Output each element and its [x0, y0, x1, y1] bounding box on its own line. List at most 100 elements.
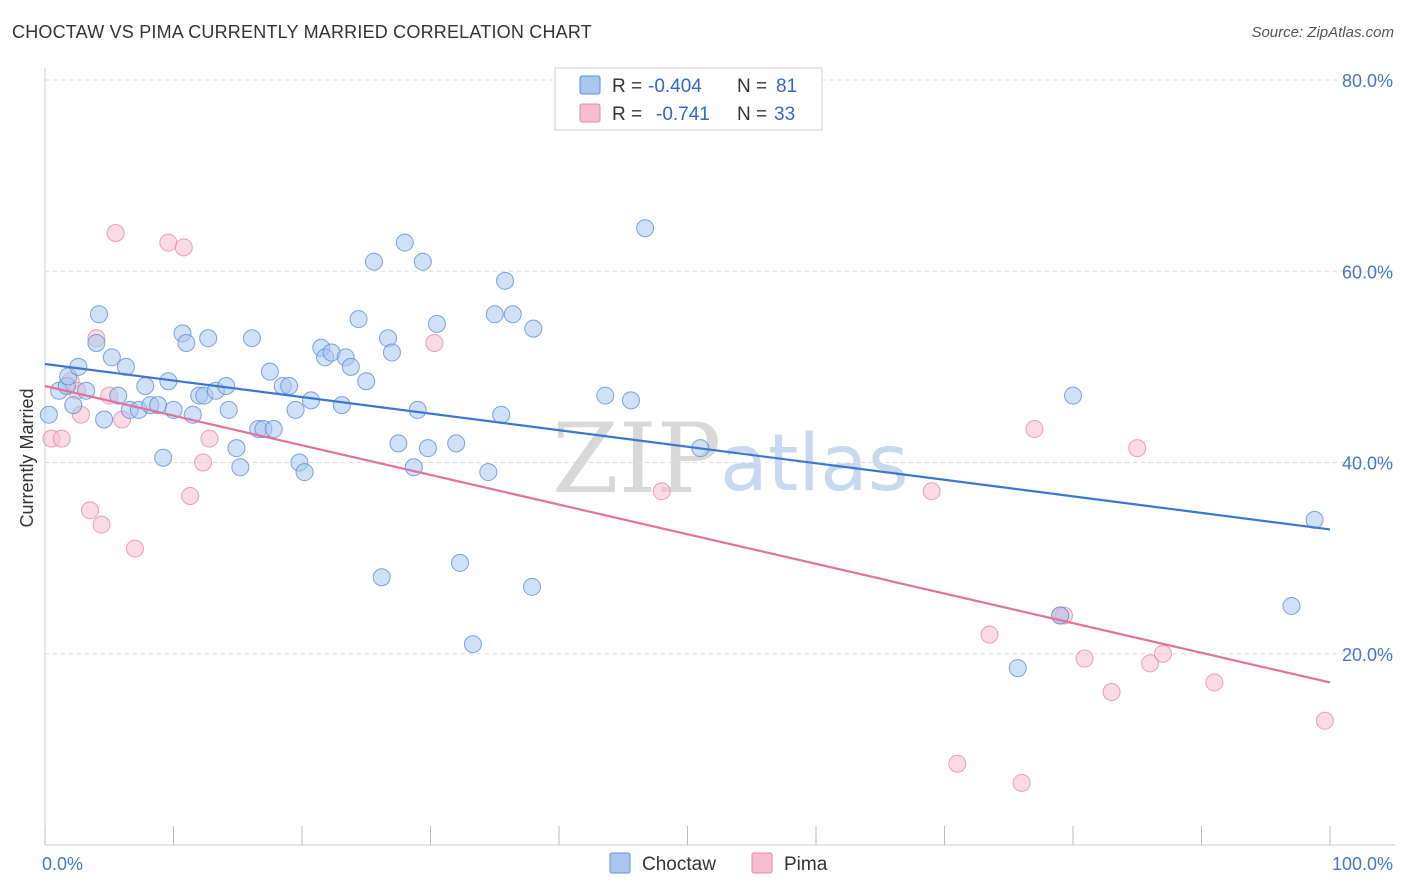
point-choctaw — [332, 396, 351, 415]
point-pima — [1012, 773, 1031, 792]
point-choctaw — [89, 305, 108, 324]
series-legend-swatch-choctaw — [609, 852, 631, 874]
axes — [44, 68, 1395, 846]
legend-r-value-pima: -0.741 — [656, 104, 710, 125]
point-choctaw — [136, 377, 155, 395]
y-tick-label: 20.0% — [1342, 645, 1393, 665]
y-tick-label: 40.0% — [1342, 454, 1393, 474]
point-pima — [194, 453, 213, 472]
point-choctaw — [227, 439, 246, 458]
point-pima — [159, 233, 178, 252]
legend-r-value-choctaw: -0.404 — [648, 76, 702, 97]
point-pima — [1128, 439, 1147, 458]
point-choctaw — [280, 377, 299, 395]
point-choctaw — [242, 329, 261, 348]
point-choctaw — [231, 458, 250, 477]
trend-line-choctaw — [44, 362, 1331, 531]
x-tick-label-min: 0.0% — [42, 854, 83, 874]
point-choctaw — [408, 400, 427, 419]
source-label: Source: ZipAtlas.com — [1251, 24, 1394, 41]
point-pima — [948, 754, 967, 773]
point-choctaw — [524, 319, 543, 338]
point-choctaw — [177, 333, 196, 352]
trend-lines — [44, 362, 1331, 684]
point-choctaw — [413, 252, 432, 271]
point-pima — [106, 224, 125, 242]
point-choctaw — [395, 233, 414, 252]
point-choctaw — [95, 410, 114, 429]
point-choctaw — [264, 420, 283, 439]
point-choctaw — [479, 463, 498, 482]
point-choctaw — [382, 343, 401, 362]
point-choctaw — [485, 305, 504, 324]
point-choctaw — [199, 329, 218, 348]
point-pima — [922, 482, 941, 501]
point-pima — [1205, 673, 1224, 692]
point-pima — [1153, 644, 1172, 663]
legend-n-label-pima: N = — [737, 104, 767, 125]
watermark-zip: ZIP — [552, 403, 721, 515]
point-choctaw — [1064, 386, 1082, 405]
point-choctaw — [447, 434, 466, 453]
point-pima — [652, 482, 671, 501]
y-tick-labels: 20.0% 40.0% 60.0% 80.0% — [1342, 71, 1393, 665]
point-choctaw — [341, 357, 360, 376]
point-choctaw — [1282, 596, 1301, 615]
legend-swatch-choctaw — [579, 75, 601, 95]
series-legend-swatch-pima — [751, 852, 773, 874]
stats-legend: R = -0.404 N = 81 R = -0.741 N = 33 — [554, 67, 823, 131]
legend-n-label-choctaw: N = — [737, 76, 767, 97]
point-choctaw — [260, 362, 279, 381]
point-choctaw — [364, 252, 383, 271]
legend-swatch-pima — [579, 103, 601, 123]
point-choctaw — [496, 271, 515, 290]
point-choctaw — [357, 372, 376, 391]
point-choctaw — [451, 553, 470, 572]
point-choctaw — [636, 219, 655, 238]
legend-n-value-pima: 33 — [774, 104, 795, 125]
point-pima — [80, 501, 99, 520]
point-pima — [1141, 654, 1160, 673]
point-pima — [1315, 711, 1334, 730]
y-tick-label: 80.0% — [1342, 71, 1393, 91]
point-choctaw — [427, 314, 446, 333]
point-choctaw — [301, 391, 320, 410]
point-pima — [200, 429, 219, 448]
series-legend: Choctaw Pima — [609, 852, 828, 875]
series-legend-pima: Pima — [784, 854, 828, 875]
point-choctaw — [295, 463, 314, 482]
point-choctaw — [1008, 659, 1027, 678]
legend-n-value-choctaw: 81 — [776, 76, 797, 97]
point-choctaw — [418, 439, 437, 458]
point-choctaw — [109, 386, 128, 405]
point-pima — [92, 515, 111, 534]
point-choctaw — [154, 448, 173, 467]
point-choctaw — [372, 568, 391, 587]
series-legend-choctaw: Choctaw — [642, 854, 716, 875]
y-axis-label: Currently Married — [17, 388, 37, 527]
zipatlas-watermark: ZIP atlas — [552, 403, 909, 515]
y-tick-label: 60.0% — [1342, 262, 1393, 282]
point-choctaw — [503, 305, 522, 324]
legend-r-label-choctaw: R = — [612, 76, 642, 97]
point-pima — [1025, 420, 1044, 439]
x-tick-labels: 0.0% 100.0% — [42, 854, 1393, 874]
point-choctaw — [349, 310, 368, 329]
point-choctaw — [87, 333, 106, 352]
point-choctaw — [64, 396, 83, 415]
point-choctaw — [102, 348, 121, 367]
chart-title: CHOCTAW VS PIMA CURRENTLY MARRIED CORREL… — [12, 22, 592, 42]
point-pima — [52, 429, 71, 448]
point-pima — [1102, 683, 1121, 701]
x-tick-label-max: 100.0% — [1332, 854, 1393, 874]
point-choctaw — [621, 391, 640, 410]
legend-r-label-pima: R = — [612, 104, 642, 125]
point-pima — [181, 486, 200, 505]
point-pima — [425, 333, 444, 352]
point-choctaw — [219, 400, 238, 419]
point-choctaw — [286, 400, 305, 419]
point-choctaw — [389, 434, 408, 453]
point-pima — [1075, 649, 1094, 668]
point-pima — [980, 625, 999, 644]
